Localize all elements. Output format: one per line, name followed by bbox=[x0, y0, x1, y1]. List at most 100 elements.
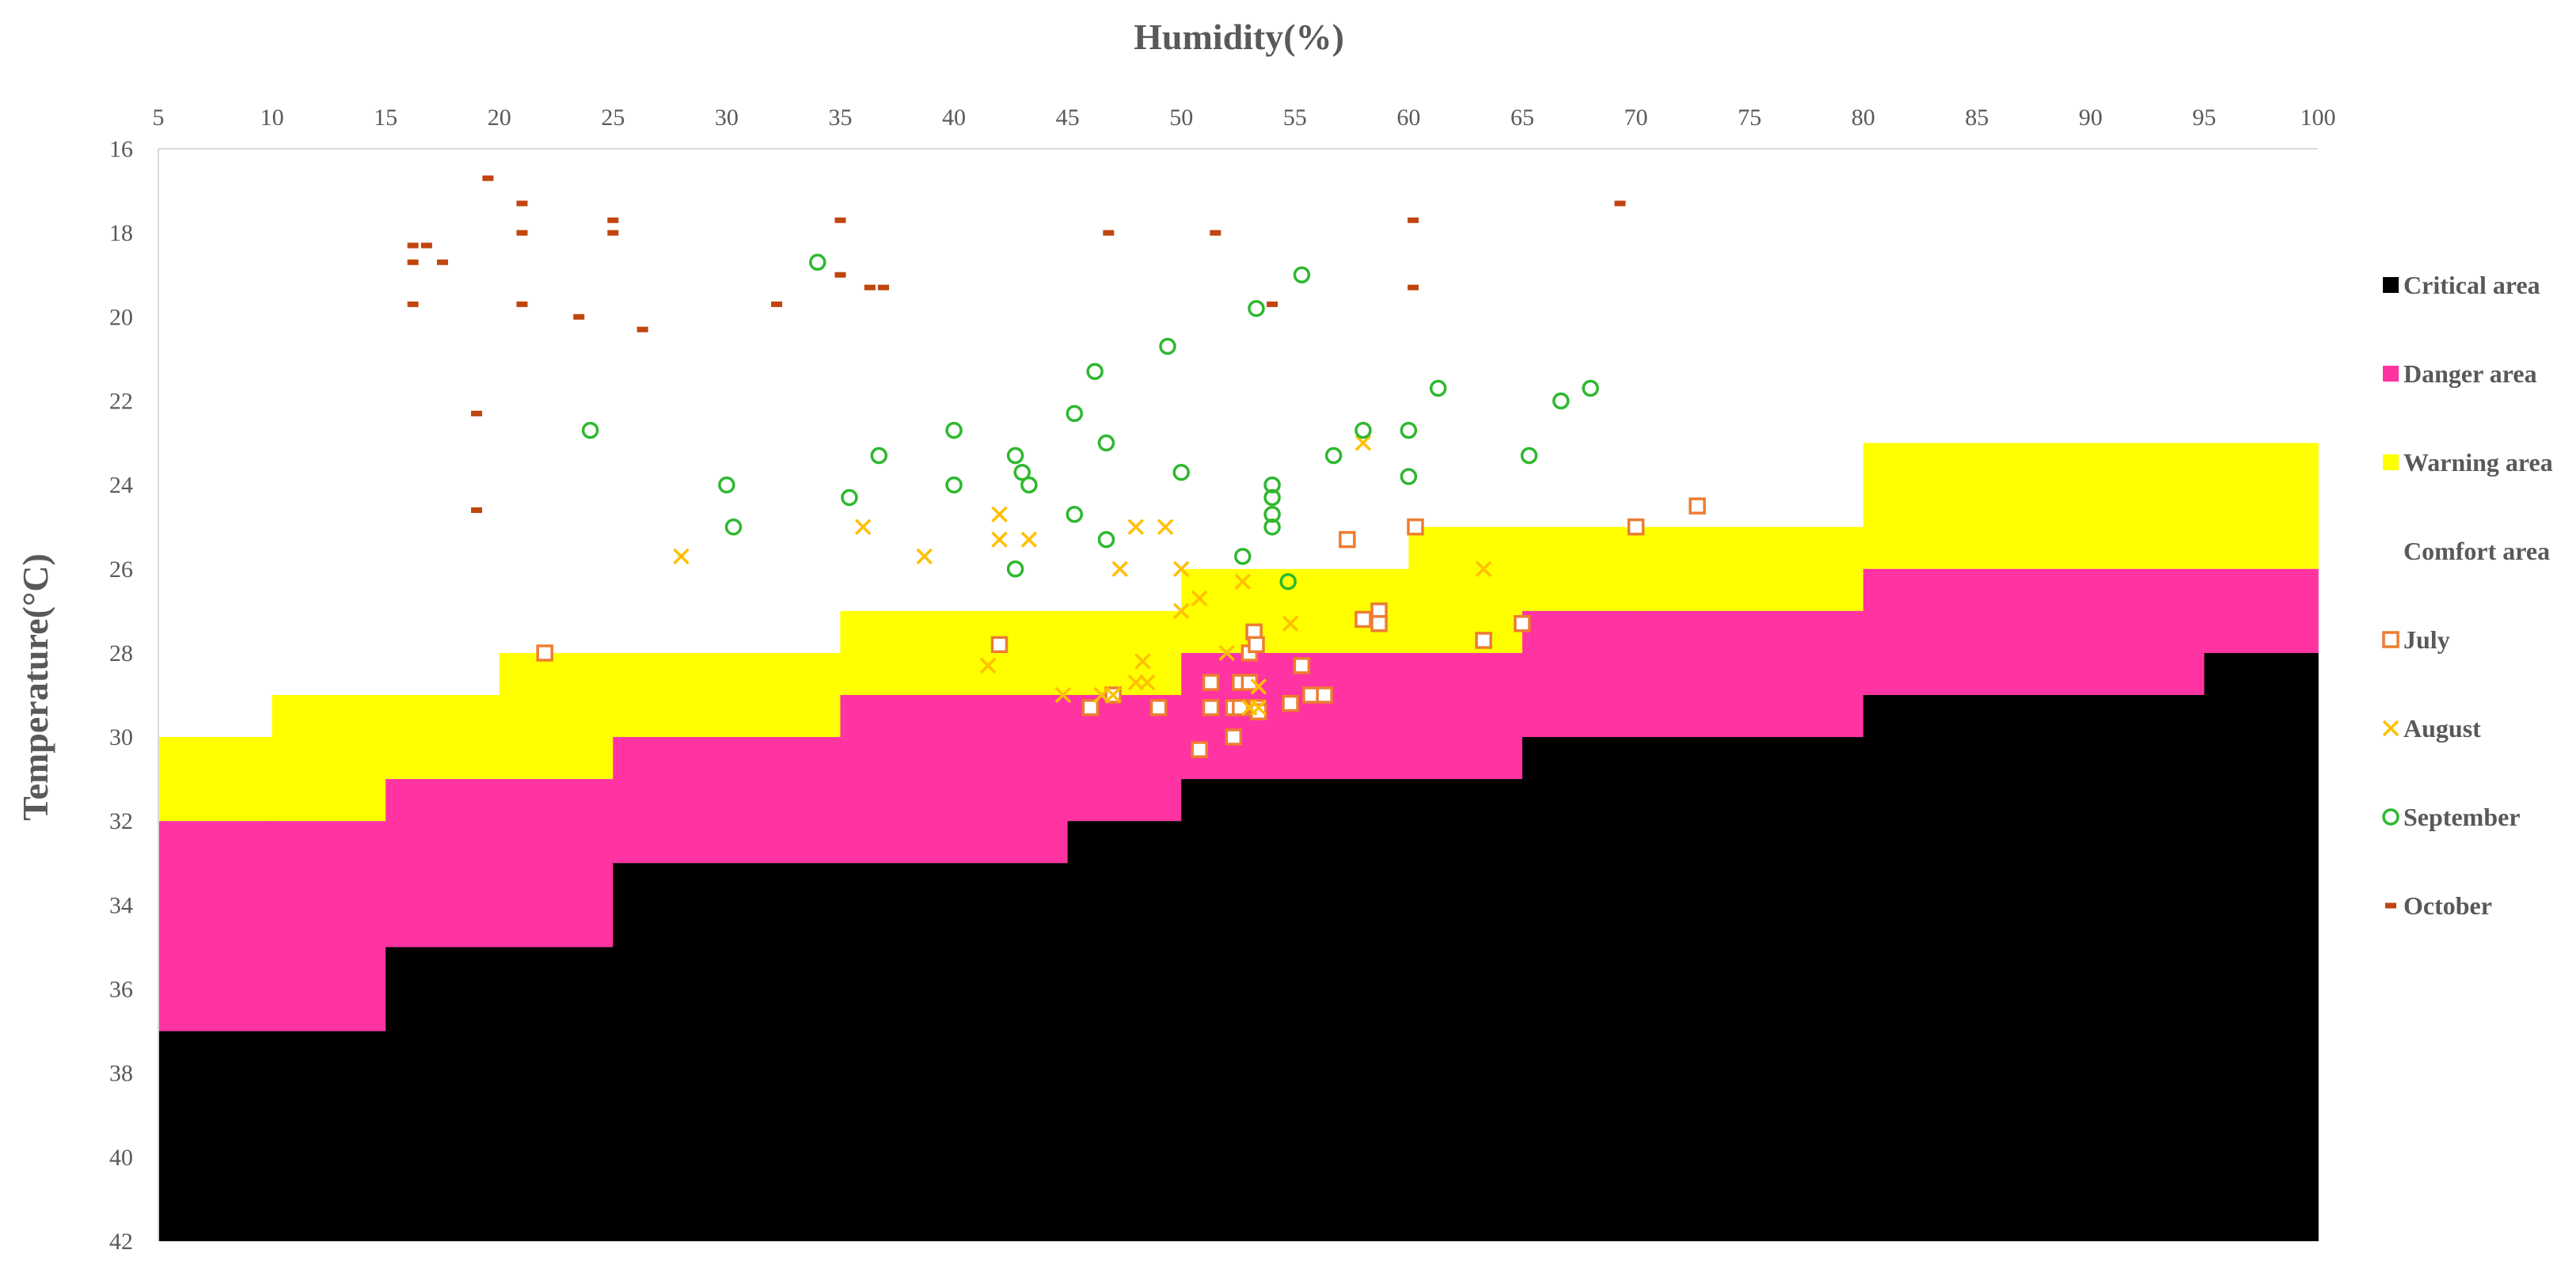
october-data-point bbox=[407, 259, 419, 265]
warning-zone-segment bbox=[1067, 610, 1183, 695]
y-tick-label: 40 bbox=[109, 1145, 133, 1171]
y-tick-label: 30 bbox=[109, 724, 133, 750]
danger-zone-segment bbox=[1522, 610, 1637, 738]
august-data-point bbox=[1475, 560, 1492, 578]
august-data-point bbox=[1172, 602, 1190, 620]
x-tick-label: 20 bbox=[488, 104, 511, 131]
october-data-point bbox=[607, 217, 619, 223]
august-data-point bbox=[1250, 678, 1267, 695]
october-data-point bbox=[436, 259, 448, 265]
square-marker-shape bbox=[536, 644, 553, 662]
warning-zone-segment bbox=[1408, 526, 1523, 653]
warning-zone-segment bbox=[1863, 442, 1978, 569]
july-data-point bbox=[1627, 518, 1645, 536]
circle-marker-shape bbox=[1066, 506, 1083, 523]
legend-label: September bbox=[2403, 803, 2521, 831]
x-marker-stroke bbox=[1172, 560, 1190, 578]
axes: 5 10 15 20 25 30 35 40 45 50 55 60 65 70 75 80 85 90 95 100… bbox=[109, 104, 2336, 1255]
september-data-point bbox=[1233, 548, 1252, 565]
x-marker-stroke bbox=[1111, 560, 1128, 578]
august-data-point bbox=[991, 531, 1008, 548]
dash-marker-shape bbox=[407, 259, 419, 265]
circle-marker-shape bbox=[1400, 468, 1418, 485]
legend-label: Danger area bbox=[2403, 359, 2537, 388]
circle-marker-shape bbox=[1582, 379, 1599, 397]
critical-zone-segment bbox=[1636, 737, 1750, 1241]
circle-marker-shape bbox=[1429, 379, 1447, 397]
danger-zone-segment bbox=[499, 779, 614, 948]
dash-marker-shape bbox=[1210, 230, 1222, 236]
july-data-point bbox=[990, 636, 1009, 654]
legend-item-july: July bbox=[2382, 625, 2450, 654]
warning-zone-segment bbox=[499, 652, 614, 780]
y-tick-label: 36 bbox=[109, 977, 133, 1003]
july-data-point bbox=[1293, 657, 1311, 674]
september-data-point bbox=[1520, 446, 1538, 465]
circle-marker-shape bbox=[1006, 560, 1024, 578]
circle-marker-shape bbox=[1006, 446, 1024, 465]
dash-marker-shape bbox=[407, 242, 419, 249]
july-data-point bbox=[1202, 674, 1220, 691]
october-data-point bbox=[482, 175, 494, 181]
square-marker-shape bbox=[1149, 699, 1168, 716]
zones-layer bbox=[158, 149, 2319, 1241]
circle-marker-shape bbox=[1233, 548, 1252, 565]
circle-marker-shape bbox=[1172, 463, 1190, 481]
september-data-point bbox=[1097, 434, 1115, 452]
august-data-point bbox=[991, 506, 1008, 523]
september-data-point bbox=[1263, 488, 1281, 507]
circle-marker-shape bbox=[1552, 392, 1570, 410]
warning-zone-segment bbox=[1636, 526, 1750, 611]
october-data-point bbox=[1210, 230, 1222, 236]
july-data-point bbox=[1370, 615, 1388, 632]
legend-marker bbox=[2382, 720, 2399, 737]
september-data-point bbox=[1006, 560, 1024, 578]
x-tick-label: 80 bbox=[1852, 104, 1875, 131]
warning-zone-segment bbox=[272, 695, 386, 822]
august-data-point bbox=[1250, 699, 1267, 716]
square-marker-shape bbox=[1354, 610, 1372, 629]
september-data-point bbox=[1263, 518, 1281, 536]
july-data-point bbox=[1514, 615, 1531, 632]
critical-zone-segment bbox=[1863, 695, 1978, 1241]
august-data-point bbox=[1104, 686, 1122, 704]
legend-item-danger-area: Danger area bbox=[2383, 359, 2537, 388]
square-marker-shape bbox=[990, 636, 1009, 654]
september-data-point bbox=[1097, 530, 1115, 549]
july-data-point bbox=[1191, 741, 1208, 758]
critical-zone-segment bbox=[613, 863, 728, 1241]
dash-marker-shape bbox=[516, 301, 528, 307]
square-marker-shape bbox=[1202, 699, 1220, 716]
july-data-point bbox=[536, 644, 553, 662]
legend-marker bbox=[2385, 902, 2396, 909]
circle-marker-shape bbox=[1020, 476, 1038, 494]
critical-zone-segment bbox=[1522, 737, 1637, 1241]
dash-marker-shape bbox=[1103, 230, 1115, 236]
y-tick-label: 28 bbox=[109, 640, 133, 667]
x-marker-stroke bbox=[1191, 590, 1208, 607]
x-marker-stroke bbox=[991, 506, 1008, 523]
legend-item-warning-area: Warning area bbox=[2383, 448, 2553, 477]
september-data-point bbox=[1263, 506, 1281, 523]
x-marker-stroke bbox=[1127, 518, 1145, 535]
critical-zone-segment bbox=[2204, 652, 2319, 1241]
september-data-point bbox=[1429, 379, 1447, 397]
x-marker-stroke bbox=[1218, 644, 1235, 662]
circle-marker-shape bbox=[1279, 572, 1297, 591]
square-marker-shape bbox=[1293, 657, 1311, 674]
critical-zone-segment bbox=[499, 947, 614, 1241]
dash-marker-shape bbox=[771, 301, 783, 307]
october-data-point bbox=[834, 217, 846, 223]
july-data-point bbox=[1302, 686, 1320, 704]
danger-zone-segment bbox=[1863, 568, 1978, 695]
dash-marker-shape bbox=[607, 217, 619, 223]
september-data-point bbox=[718, 476, 735, 494]
warning-zone-segment bbox=[954, 610, 1069, 695]
september-data-point bbox=[1279, 572, 1297, 591]
dash-marker-shape bbox=[2385, 902, 2396, 909]
circle-marker-shape bbox=[724, 518, 743, 536]
legend-item-september: September bbox=[2382, 803, 2521, 831]
dash-marker-shape bbox=[471, 507, 483, 513]
x-marker-stroke bbox=[1354, 435, 1372, 451]
